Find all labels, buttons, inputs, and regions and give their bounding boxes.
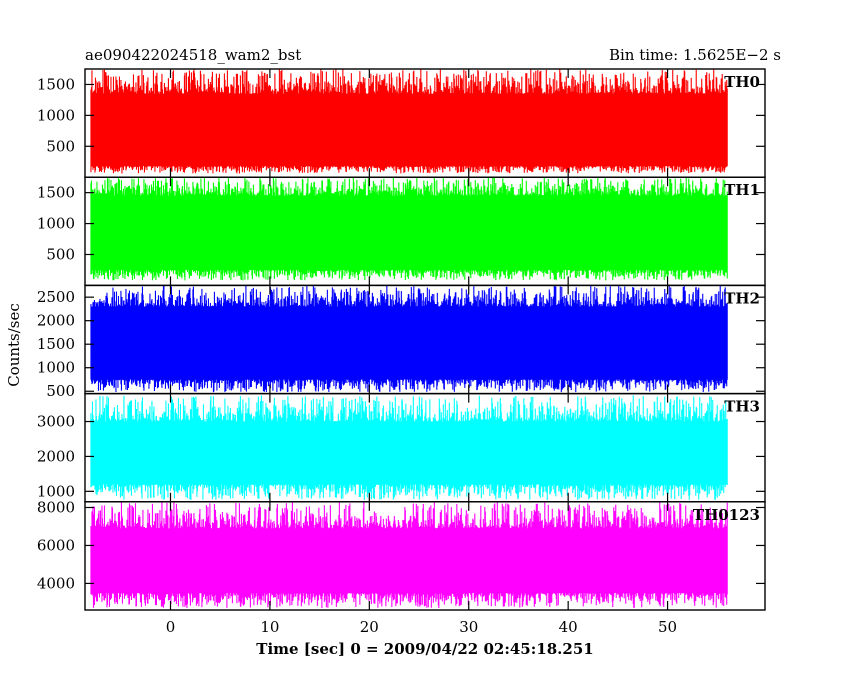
y-tick-label: 1000 <box>37 215 75 233</box>
panel-label: TH0123 <box>693 506 760 524</box>
y-tick-label: 2000 <box>37 312 75 330</box>
chart-title-left: ae090422024518_wam2_bst <box>85 46 301 64</box>
y-tick-label: 2000 <box>37 447 75 465</box>
y-tick-label: 500 <box>46 382 75 400</box>
y-tick-label: 1000 <box>37 482 75 500</box>
x-tick-label: 30 <box>459 618 478 636</box>
series-trace-th2 <box>90 285 728 393</box>
panel-label: TH0 <box>724 73 760 91</box>
series-trace-th1 <box>90 177 728 281</box>
y-tick-label: 3000 <box>37 413 75 431</box>
panel-th2: 500 1000 1500 2000 2500 TH2 <box>37 284 766 400</box>
y-tick-label: 1500 <box>37 75 75 93</box>
panel-label: TH1 <box>724 181 760 199</box>
panel-frame <box>84 501 766 611</box>
y-tick-label: 1000 <box>37 359 75 377</box>
y-tick-label: 1500 <box>37 184 75 202</box>
y-tick-label: 1500 <box>37 335 75 353</box>
panel-th0: 500 1000 1500 TH0 <box>37 68 766 178</box>
panel-label: TH3 <box>724 398 760 416</box>
y-tick-label: 2500 <box>37 288 75 306</box>
panel-th0123: 4000 6000 8000 TH0123 <box>37 498 766 611</box>
panel-th1: 500 1000 1500 TH1 <box>37 176 766 287</box>
y-tick-label: 6000 <box>37 536 75 554</box>
x-tick-label: 40 <box>559 618 578 636</box>
x-tick-label: 0 <box>166 618 176 636</box>
y-tick-label: 4000 <box>37 574 75 592</box>
series-trace-th0123 <box>90 501 728 609</box>
y-tick-label: 500 <box>46 137 75 155</box>
x-tick-label: 10 <box>260 618 279 636</box>
chart-title-right: Bin time: 1.5625E−2 s <box>609 46 781 64</box>
y-tick-label: 8000 <box>37 498 75 516</box>
x-tick-label: 20 <box>360 618 379 636</box>
y-tick-label: 500 <box>46 245 75 263</box>
y-tick-label: 1000 <box>37 106 75 124</box>
y-axis-label: Counts/sec <box>5 303 23 387</box>
series-trace-th3 <box>90 395 728 501</box>
panel-th3: 1000 2000 3000 TH3 <box>37 392 766 503</box>
series-trace-th0 <box>90 69 728 174</box>
panel-label: TH2 <box>724 289 760 307</box>
x-tick-label: 50 <box>658 618 677 636</box>
x-axis-label: Time [sec] 0 = 2009/04/22 02:45:18.251 <box>256 640 593 658</box>
